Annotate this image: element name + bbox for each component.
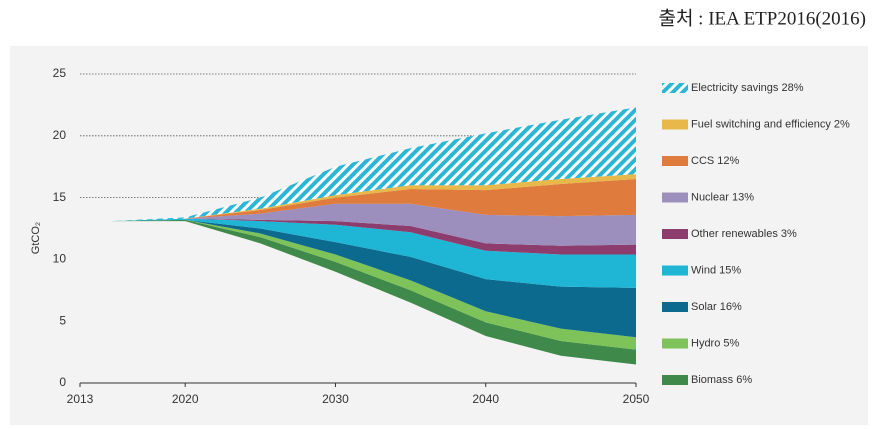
legend-label: Nuclear 13% [691,191,754,203]
x-tick-label: 2050 [623,392,650,406]
legend-swatch [662,119,688,130]
legend-swatch [662,156,688,166]
y-tick-label: 20 [53,128,67,142]
legend-label: Other renewables 3% [691,228,797,240]
x-tick-label: 2020 [172,392,199,406]
y-tick-label: 25 [53,66,67,80]
area [80,107,636,222]
area [80,179,636,222]
y-axis-label: GtCO₂ [30,222,42,254]
legend-swatch [662,375,688,385]
legend-label: Fuel switching and efficiency 2% [691,118,850,130]
area [80,213,636,288]
legend-swatch [662,302,688,312]
y-tick-label: 5 [59,313,66,327]
x-tick-label: 2040 [472,392,499,406]
legend-swatch [662,192,688,203]
y-tick-label: 15 [53,190,67,204]
area [80,213,636,365]
legend-label: CCS 12% [691,155,740,167]
legend-label: Solar 16% [691,301,742,313]
x-tick-label: 2013 [67,392,94,406]
legend-label: Electricity savings 28% [691,82,804,94]
source-note: 출처 : IEA ETP2016(2016) [658,7,866,29]
legend-label: Biomass 6% [691,374,752,386]
area [80,213,636,338]
legend-label: Hydro 5% [691,337,740,349]
legend-swatch [662,229,688,239]
area [80,213,636,255]
x-tick-label: 2030 [322,392,349,406]
legend-swatch [662,83,688,93]
legend-label: Wind 15% [691,264,741,276]
area [80,174,636,222]
legend-swatch [662,265,688,276]
y-tick-label: 0 [59,375,66,389]
area [80,213,636,383]
area [80,203,636,246]
legend-swatch [662,338,688,349]
area [80,213,636,350]
y-tick-label: 10 [53,252,67,266]
